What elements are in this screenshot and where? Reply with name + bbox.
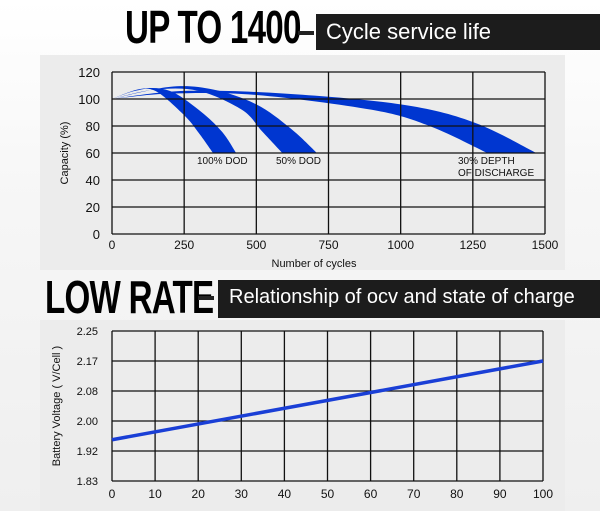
y-tick-label: 1.92 bbox=[77, 446, 98, 458]
y-tick-label: 1.83 bbox=[77, 476, 98, 488]
x-axis-label-1: Number of cycles bbox=[272, 258, 357, 270]
subtitle-box-2: Relationship of ocv and state of charge bbox=[218, 280, 600, 318]
y-tick-label: 80 bbox=[86, 119, 100, 134]
y-tick-label: 60 bbox=[86, 146, 100, 161]
y-tick-label: 2.17 bbox=[77, 356, 98, 368]
headline-1-dash bbox=[298, 31, 314, 35]
y-tick-label: 2.08 bbox=[77, 386, 98, 398]
y-tick-label: 100 bbox=[78, 92, 100, 107]
x-tick-label: 1250 bbox=[459, 238, 486, 252]
x-tick-label: 50 bbox=[321, 487, 335, 501]
annotation-100-dod: 100% DOD bbox=[197, 156, 248, 167]
x-tick-label: 40 bbox=[278, 487, 292, 501]
x-tick-label: 1000 bbox=[387, 238, 414, 252]
x-tick-label: 750 bbox=[318, 238, 338, 252]
x-tick-label: 60 bbox=[364, 487, 378, 501]
subtitle-2: Relationship of ocv and state of charge bbox=[229, 286, 575, 308]
capacity-band-0 bbox=[112, 88, 237, 153]
x-tick-label: 20 bbox=[192, 487, 206, 501]
x-tick-label: 0 bbox=[109, 238, 116, 252]
x-tick-label: 1500 bbox=[532, 238, 559, 252]
x-tick-label: 80 bbox=[450, 487, 464, 501]
x-tick-label: 100 bbox=[533, 487, 553, 501]
x-tick-label: 10 bbox=[148, 487, 162, 501]
annotation-50-dod: 50% DOD bbox=[276, 156, 321, 167]
headline-2: LOW RATE bbox=[45, 271, 214, 323]
x-tick-label: 30 bbox=[235, 487, 249, 501]
headline-1: UP TO 1400 bbox=[125, 1, 301, 53]
y-tick-label: 20 bbox=[86, 200, 100, 215]
capacity-band-1 bbox=[112, 86, 317, 153]
annotation-30-dod-2: OF DISCHARGE bbox=[458, 168, 534, 179]
x-tick-label: 70 bbox=[407, 487, 421, 501]
subtitle-1: Cycle service life bbox=[326, 19, 492, 44]
x-tick-label: 90 bbox=[493, 487, 507, 501]
y-tick-label: 0 bbox=[93, 227, 100, 242]
y-tick-label: 120 bbox=[78, 65, 100, 80]
annotation-30-dod-1: 30% DEPTH bbox=[458, 156, 515, 167]
y-tick-label: 40 bbox=[86, 173, 100, 188]
y-axis-label-2: Battery Voltage ( V/Cell ) bbox=[51, 346, 63, 466]
chart-panel-2 bbox=[40, 320, 565, 511]
x-tick-label: 0 bbox=[109, 487, 116, 501]
y-tick-label: 2.25 bbox=[77, 326, 98, 338]
x-tick-label: 250 bbox=[174, 238, 194, 252]
y-axis-label-1: Capacity (%) bbox=[59, 122, 71, 185]
headline-2-dash bbox=[198, 296, 214, 300]
subtitle-box-1: Cycle service life bbox=[316, 14, 600, 50]
voltage-line bbox=[111, 359, 544, 442]
capacity-band-2 bbox=[112, 90, 537, 153]
x-tick-label: 500 bbox=[246, 238, 266, 252]
y-tick-label: 2.00 bbox=[77, 416, 98, 428]
